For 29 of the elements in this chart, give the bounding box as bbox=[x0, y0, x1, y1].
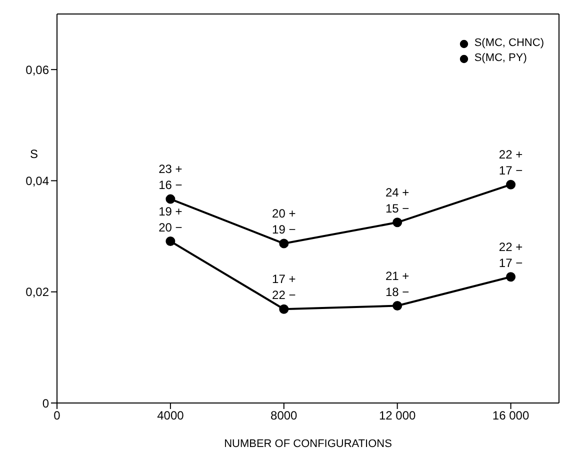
legend-label: S(MC, CHNC) bbox=[474, 36, 544, 51]
point bbox=[166, 194, 176, 204]
legend-label: S(MC, PY) bbox=[474, 51, 527, 66]
x-tick-label: 16 000 bbox=[492, 408, 530, 423]
x-tick-label: 0 bbox=[54, 408, 61, 423]
annotation: 20 + 19 − bbox=[272, 206, 296, 237]
annotation: 21 + 18 − bbox=[385, 268, 410, 299]
point bbox=[166, 236, 176, 246]
annotation: 17 + 22 − bbox=[272, 272, 296, 302]
point bbox=[279, 304, 289, 314]
annotation: 22 + 17 − bbox=[498, 240, 523, 270]
annotation: 24 + 15 − bbox=[385, 185, 410, 216]
x-tick-label: 8000 bbox=[270, 408, 298, 423]
annotation: 22 + 17 − bbox=[498, 148, 523, 178]
y-tick-label: 0 bbox=[42, 396, 50, 410]
x-tick-label: 4000 bbox=[157, 408, 184, 423]
point bbox=[279, 238, 289, 248]
y-tick-label: 0,04 bbox=[26, 174, 50, 188]
y-tick-label: 0,02 bbox=[26, 285, 50, 300]
y-axis-title: S bbox=[30, 146, 38, 161]
x-axis-title: NUMBER OF CONFIGURATIONS bbox=[224, 438, 392, 450]
annotation: 23 + 16 − bbox=[158, 162, 182, 192]
point bbox=[392, 218, 402, 228]
x-tick-label: 12 000 bbox=[378, 408, 416, 423]
point bbox=[506, 180, 516, 190]
y-tick-label: 0,06 bbox=[26, 62, 50, 77]
point bbox=[392, 301, 402, 310]
annotation: 19 + 20 − bbox=[158, 204, 182, 234]
point bbox=[506, 272, 516, 282]
